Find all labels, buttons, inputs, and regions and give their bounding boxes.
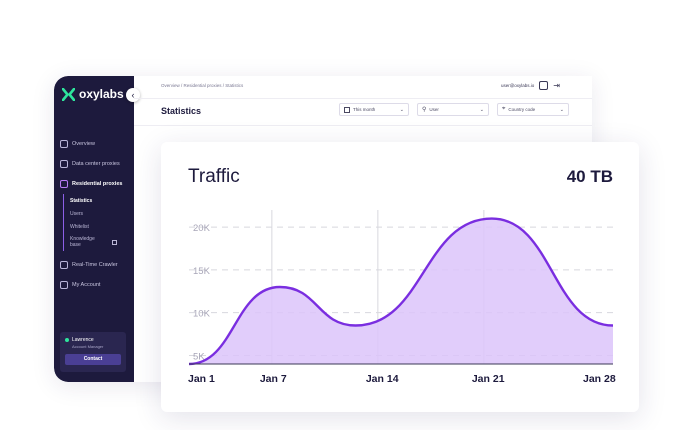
sidebar-subitem-label: Knowledge base bbox=[70, 236, 95, 248]
user-icon: ⚲ bbox=[422, 107, 427, 113]
collapse-sidebar-button[interactable]: ‹ bbox=[126, 88, 140, 102]
x-tick-label: Jan 21 bbox=[472, 373, 505, 385]
sidebar-item-label: Real-Time Crawler bbox=[72, 262, 118, 268]
user-select[interactable]: ⚲ User ⌄ bbox=[417, 103, 489, 116]
sidebar-nav: Overview Data center proxies Residential… bbox=[60, 134, 132, 295]
user-select-value: User bbox=[429, 107, 439, 112]
traffic-card: Traffic 40 TB 20K 15K 10K 5K Jan 1 Jan 7 Jan 1… bbox=[161, 142, 639, 412]
sidebar: oxylabs ‹ Overview Data center proxies R… bbox=[54, 76, 140, 382]
traffic-total: 40 TB bbox=[566, 167, 613, 186]
account-manager-role: Account Manager bbox=[72, 344, 104, 349]
country-code-value: Country code bbox=[508, 107, 536, 112]
header-divider bbox=[134, 98, 592, 99]
logout-icon[interactable]: ⇥ bbox=[553, 81, 560, 90]
crawler-icon bbox=[60, 261, 68, 269]
chevron-down-icon: ⌄ bbox=[479, 106, 484, 113]
sidebar-item-label: Overview bbox=[72, 141, 95, 147]
x-tick-label: Jan 14 bbox=[366, 373, 399, 385]
sidebar-item-label: My Account bbox=[72, 282, 101, 288]
user-icon bbox=[60, 281, 68, 289]
y-tick-label: 10K bbox=[193, 309, 211, 320]
y-tick-label: 15K bbox=[193, 266, 211, 277]
oxylabs-logo-icon bbox=[62, 87, 75, 101]
server-icon bbox=[60, 160, 68, 168]
page-title: Statistics bbox=[161, 106, 202, 116]
sidebar-subitem-users[interactable]: Users bbox=[70, 210, 84, 217]
x-tick-label: Jan 7 bbox=[260, 373, 287, 385]
country-code-select[interactable]: ⌖ Country code ⌄ bbox=[497, 103, 569, 116]
user-email[interactable]: user@oxylabs.io bbox=[500, 83, 535, 88]
sidebar-item-residential[interactable]: Residential proxies bbox=[60, 174, 132, 194]
sidebar-item-real-time-crawler[interactable]: Real-Time Crawler bbox=[60, 255, 132, 275]
date-range-select[interactable]: This month ⌄ bbox=[339, 103, 409, 116]
card-title: Traffic bbox=[188, 166, 240, 187]
sidebar-submenu: Statistics Users Whitelist Knowledge bas… bbox=[63, 194, 132, 251]
traffic-area-fill bbox=[189, 218, 613, 364]
filter-bar: This month ⌄ ⚲ User ⌄ ⌖ Country code ⌄ bbox=[339, 103, 569, 116]
y-tick-label: 5K bbox=[193, 351, 205, 362]
contact-button[interactable]: Contact bbox=[65, 354, 121, 365]
sidebar-subitem-statistics[interactable]: Statistics bbox=[70, 197, 93, 204]
logo-text: oxylabs bbox=[79, 87, 124, 101]
sidebar-item-overview[interactable]: Overview bbox=[60, 134, 132, 154]
house-icon bbox=[60, 180, 68, 188]
traffic-series-line bbox=[188, 217, 614, 366]
account-manager-name-row: Lawrence bbox=[65, 337, 121, 343]
home-icon bbox=[60, 140, 68, 148]
location-icon: ⌖ bbox=[502, 106, 506, 112]
logo[interactable]: oxylabs bbox=[62, 87, 124, 101]
breadcrumb[interactable]: Overview / Residential proxies / Statist… bbox=[161, 83, 244, 88]
sidebar-subitem-whitelist[interactable]: Whitelist bbox=[70, 223, 89, 230]
header-user-area: user@oxylabs.io ⇥ bbox=[501, 81, 560, 90]
date-range-value: This month bbox=[353, 107, 376, 112]
online-status-dot bbox=[65, 338, 69, 342]
y-tick-label: 20K bbox=[193, 223, 211, 234]
sidebar-item-label: Residential proxies bbox=[72, 181, 123, 187]
sidebar-item-label: Data center proxies bbox=[72, 161, 120, 167]
chevron-down-icon: ⌄ bbox=[559, 106, 564, 113]
account-manager-box: Lawrence Account Manager Contact bbox=[60, 332, 126, 372]
external-link-icon bbox=[112, 239, 117, 245]
account-manager-name: Lawrence bbox=[72, 337, 94, 343]
help-icon[interactable] bbox=[539, 81, 549, 90]
x-tick-label: Jan 28 bbox=[583, 373, 616, 385]
traffic-chart: 20K 15K 10K 5K Jan 1 Jan 7 Jan 14 Jan 21 Jan 28 bbox=[188, 210, 616, 385]
chevron-down-icon: ⌄ bbox=[399, 106, 404, 113]
x-tick-label: Jan 1 bbox=[188, 373, 215, 385]
toolbar-divider bbox=[134, 125, 592, 126]
sidebar-item-datacenter[interactable]: Data center proxies bbox=[60, 154, 132, 174]
calendar-icon bbox=[344, 106, 350, 113]
sidebar-item-my-account[interactable]: My Account bbox=[60, 275, 132, 295]
sidebar-subitem-knowledge-base[interactable]: Knowledge base bbox=[70, 233, 132, 251]
